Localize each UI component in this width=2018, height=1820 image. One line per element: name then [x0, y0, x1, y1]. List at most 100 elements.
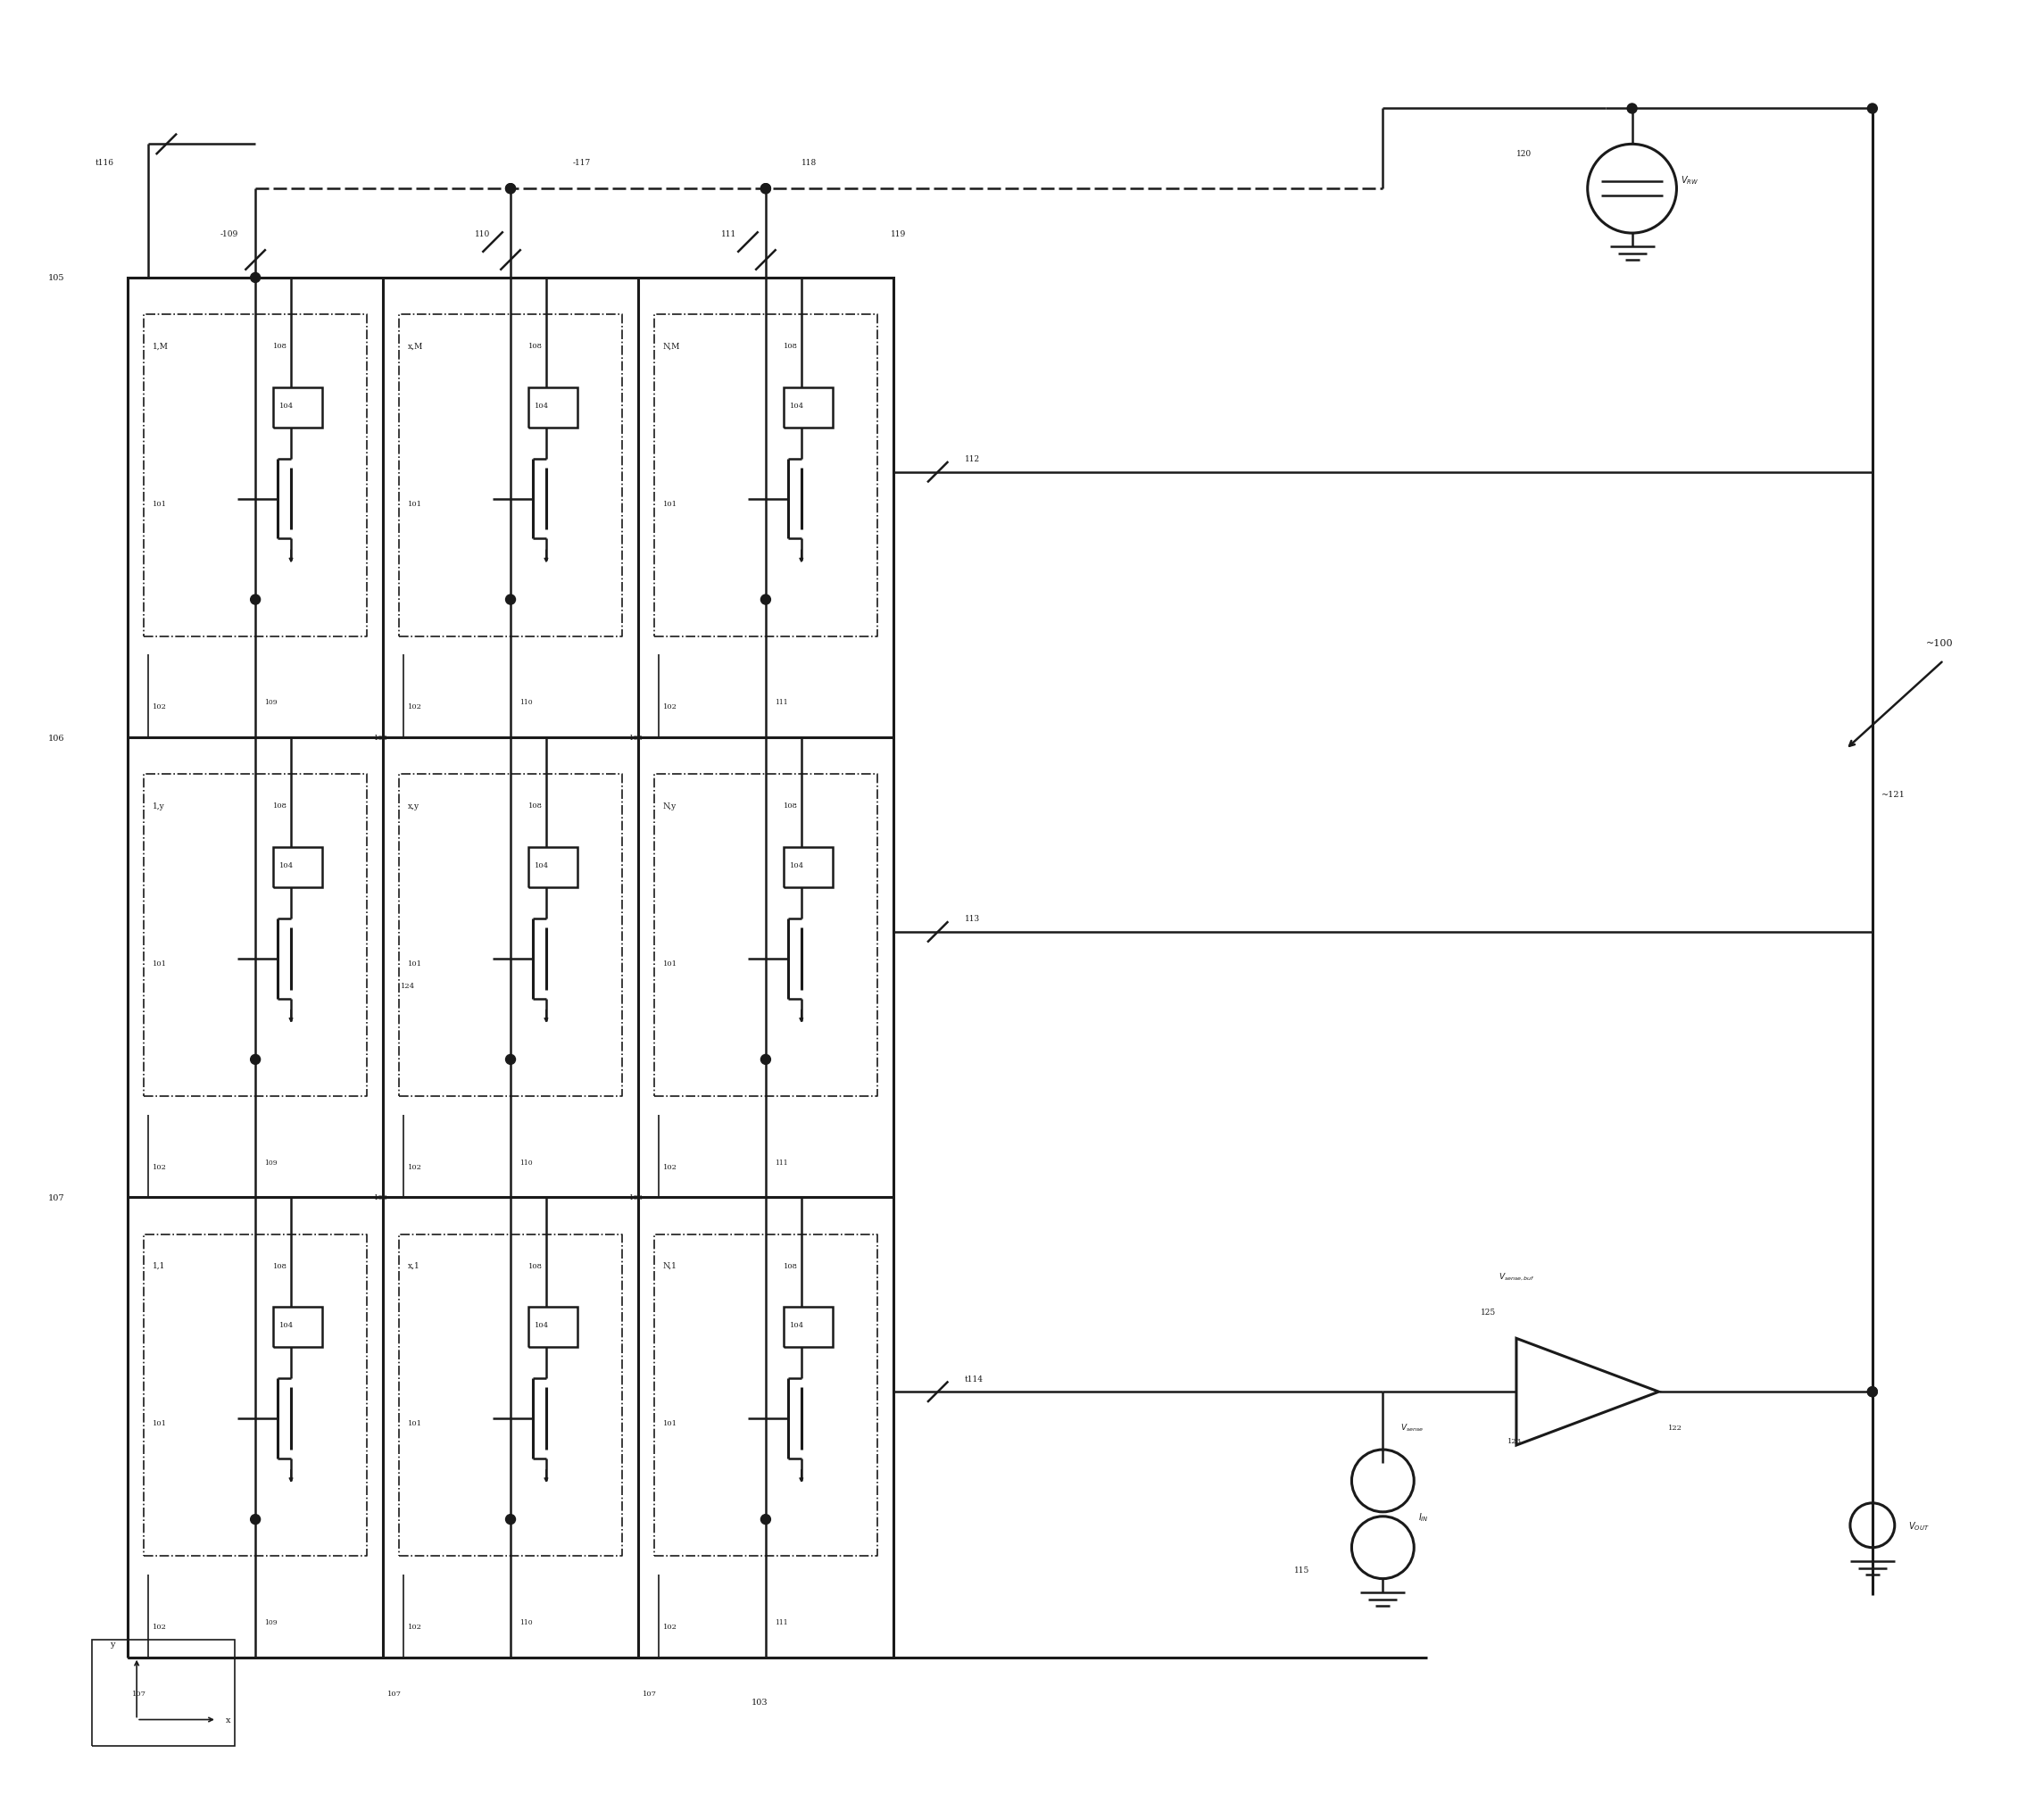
Circle shape [761, 184, 771, 195]
Text: $V_{RW}$: $V_{RW}$ [1681, 175, 1699, 187]
Text: 105: 105 [630, 735, 644, 741]
Text: 108: 108 [272, 803, 287, 810]
Text: 113: 113 [965, 915, 981, 923]
Text: -117: -117 [573, 158, 591, 167]
Text: 101: 101 [664, 501, 678, 508]
Text: $V_{sense}$: $V_{sense}$ [1400, 1421, 1425, 1432]
Text: x: x [226, 1716, 230, 1724]
Text: 109: 109 [264, 1618, 276, 1625]
Text: 103: 103 [751, 1698, 769, 1705]
Text: 107: 107 [387, 1689, 402, 1696]
Circle shape [250, 273, 260, 284]
Text: 115: 115 [1294, 1565, 1310, 1574]
Circle shape [1867, 104, 1877, 115]
Text: N,M: N,M [664, 342, 680, 349]
Circle shape [250, 1056, 260, 1065]
Text: 106: 106 [630, 1194, 644, 1201]
Text: 118: 118 [801, 158, 817, 167]
Circle shape [1867, 1387, 1877, 1396]
Text: 111: 111 [720, 229, 737, 238]
Text: 101: 101 [664, 959, 678, 966]
Text: 124: 124 [402, 983, 416, 990]
Text: ~100: ~100 [1925, 639, 1953, 648]
Text: $V_{OUT}$: $V_{OUT}$ [1907, 1520, 1929, 1532]
Text: 109: 109 [264, 699, 276, 706]
Circle shape [507, 1056, 515, 1065]
Text: N,1: N,1 [664, 1261, 678, 1270]
Text: 104: 104 [789, 1321, 803, 1329]
Text: 105: 105 [373, 735, 387, 741]
Text: 125: 125 [1481, 1309, 1495, 1316]
Text: 122: 122 [1667, 1423, 1681, 1431]
Text: 123: 123 [1507, 1438, 1522, 1445]
Text: x,M: x,M [408, 342, 424, 349]
Text: 104: 104 [278, 1321, 295, 1329]
Circle shape [507, 1514, 515, 1525]
Text: 110: 110 [519, 699, 533, 706]
Text: 105: 105 [48, 275, 65, 282]
Text: t114: t114 [965, 1374, 983, 1383]
Circle shape [761, 595, 771, 604]
Text: 102: 102 [153, 703, 167, 710]
Circle shape [250, 595, 260, 604]
Text: 101: 101 [153, 959, 167, 966]
Text: 1,y: 1,y [153, 803, 165, 810]
Text: 1,M: 1,M [153, 342, 170, 349]
Text: t116: t116 [95, 158, 113, 167]
Text: 1,1: 1,1 [153, 1261, 165, 1270]
Circle shape [250, 1514, 260, 1525]
Text: 119: 119 [890, 229, 906, 238]
Text: 107: 107 [133, 1689, 147, 1696]
Circle shape [761, 184, 771, 195]
Text: 102: 102 [408, 1163, 422, 1170]
Text: 110: 110 [519, 1159, 533, 1165]
Text: 108: 108 [783, 803, 797, 810]
Text: $I_{IN}$: $I_{IN}$ [1419, 1511, 1429, 1523]
Text: 108: 108 [783, 1261, 797, 1269]
Text: x,y: x,y [408, 803, 420, 810]
Text: 111: 111 [775, 1618, 787, 1625]
Text: 108: 108 [529, 1261, 543, 1269]
Text: 104: 104 [535, 1321, 549, 1329]
Text: 104: 104 [789, 402, 803, 410]
Text: 101: 101 [408, 1420, 422, 1427]
Text: 108: 108 [783, 342, 797, 349]
Text: 111: 111 [775, 699, 787, 706]
Circle shape [1627, 104, 1637, 115]
Circle shape [507, 595, 515, 604]
Text: 107: 107 [48, 1194, 65, 1201]
Text: 104: 104 [278, 402, 295, 410]
Text: 104: 104 [278, 863, 295, 870]
Text: 102: 102 [153, 1623, 167, 1629]
Text: $V_{sense,buf}$: $V_{sense,buf}$ [1499, 1270, 1536, 1281]
Text: 111: 111 [775, 1159, 787, 1165]
Text: 108: 108 [272, 1261, 287, 1269]
Text: 102: 102 [664, 703, 678, 710]
Text: 101: 101 [408, 501, 422, 508]
Text: ~121: ~121 [1881, 790, 1905, 799]
Text: y: y [111, 1640, 115, 1649]
Text: 102: 102 [664, 1623, 678, 1629]
Text: 101: 101 [153, 501, 167, 508]
Text: 101: 101 [664, 1420, 678, 1427]
Text: 108: 108 [272, 342, 287, 349]
Text: 110: 110 [474, 229, 490, 238]
Circle shape [507, 184, 515, 195]
Text: 101: 101 [153, 1420, 167, 1427]
Text: 102: 102 [408, 1623, 422, 1629]
Text: 106: 106 [373, 1194, 387, 1201]
Text: 108: 108 [529, 803, 543, 810]
Circle shape [761, 1056, 771, 1065]
Text: 109: 109 [264, 1159, 276, 1165]
Text: 107: 107 [642, 1689, 656, 1696]
Text: 106: 106 [48, 733, 65, 743]
Text: 120: 120 [1516, 149, 1532, 158]
Text: N,y: N,y [664, 803, 676, 810]
Text: 104: 104 [535, 863, 549, 870]
Text: 104: 104 [535, 402, 549, 410]
Text: 101: 101 [408, 959, 422, 966]
Text: x,1: x,1 [408, 1261, 420, 1270]
Circle shape [761, 1514, 771, 1525]
Text: 104: 104 [789, 863, 803, 870]
Text: 102: 102 [664, 1163, 678, 1170]
